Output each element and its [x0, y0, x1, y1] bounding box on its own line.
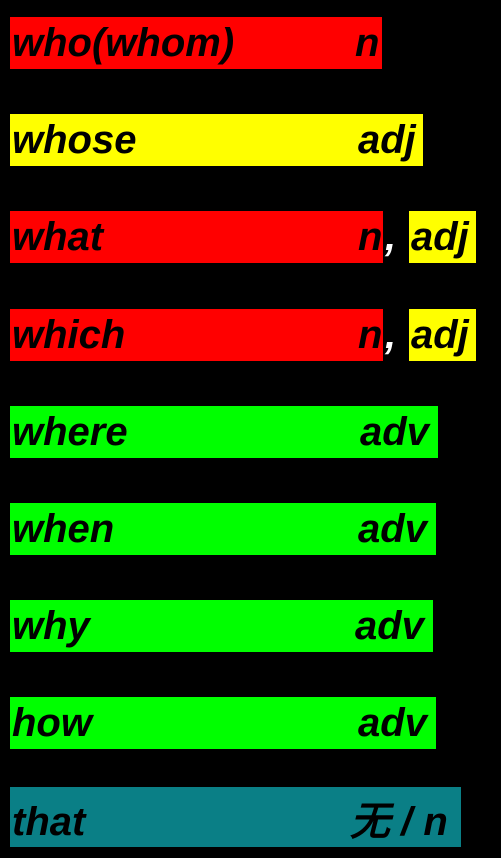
- row-who: who(whom) n: [0, 17, 501, 69]
- row-word: what: [12, 215, 104, 259]
- row-part-of-speech: adj: [358, 118, 416, 162]
- row-bar: [10, 503, 436, 555]
- row-whose: whose adj: [0, 114, 501, 166]
- row-why: why adv: [0, 600, 501, 652]
- row-part-of-speech: adv: [360, 410, 429, 454]
- row-extra-part-of-speech: adj: [411, 313, 469, 357]
- row-part-of-speech: adv: [355, 604, 424, 648]
- row-part-of-speech: adv: [358, 507, 427, 551]
- row-bar: [10, 787, 461, 847]
- row-word: who(whom): [12, 21, 235, 65]
- row-that: that 无 / n: [0, 787, 501, 847]
- row-word: how: [12, 701, 92, 745]
- row-extra-bar: adj: [409, 211, 476, 263]
- row-where: where adv: [0, 406, 501, 458]
- row-part-of-speech: n: [358, 215, 383, 259]
- row-word: that: [12, 800, 86, 844]
- row-part-of-speech: n: [355, 21, 380, 65]
- row-bar: [10, 114, 423, 166]
- row-part-of-speech: n: [358, 313, 383, 357]
- row-what: what n , adj: [0, 211, 501, 263]
- row-how: how adv: [0, 697, 501, 749]
- row-bar: [10, 406, 438, 458]
- row-comma: ,: [385, 215, 397, 259]
- row-word: when: [12, 507, 115, 551]
- row-when: when adv: [0, 503, 501, 555]
- row-word: whose: [12, 118, 137, 162]
- row-part-of-speech: adv: [358, 701, 427, 745]
- row-comma: ,: [385, 313, 397, 357]
- row-bar: [10, 211, 383, 263]
- row-bar: [10, 697, 436, 749]
- row-part-of-speech: 无 / n: [350, 800, 448, 844]
- row-extra-part-of-speech: adj: [411, 215, 469, 259]
- row-word: which: [12, 313, 126, 357]
- row-extra-bar: adj: [409, 309, 476, 361]
- row-word: why: [12, 604, 90, 648]
- row-bar: [10, 600, 433, 652]
- row-word: where: [12, 410, 128, 454]
- row-bar: [10, 309, 383, 361]
- row-which: which n , adj: [0, 309, 501, 361]
- row-bar: [10, 17, 382, 69]
